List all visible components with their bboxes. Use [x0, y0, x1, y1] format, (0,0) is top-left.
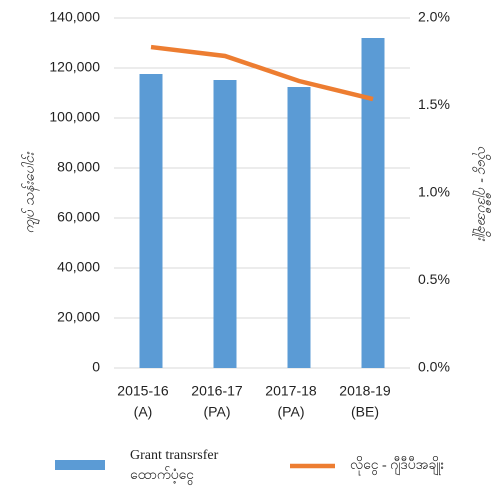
y2-tick-label: 0.5%: [418, 271, 450, 287]
y2-tick-label: 1.0%: [418, 184, 450, 200]
legend-swatch: [55, 460, 105, 470]
y-tick-label: 60,000: [57, 209, 100, 225]
y-tick-label: 20,000: [57, 309, 100, 325]
x-tick-label: 2015-16: [117, 383, 169, 399]
y-tick-label: 40,000: [57, 259, 100, 275]
legend-label: Grant transrsfer: [130, 448, 219, 463]
y-tick-label: 120,000: [49, 59, 100, 75]
line: [150, 44, 374, 102]
y-tick-label: 80,000: [57, 159, 100, 175]
bar: [139, 74, 163, 368]
y-axis-title: ကျပ် သန်းပေါင်း: [21, 151, 41, 233]
x-tick-label: (BE): [351, 404, 379, 420]
x-tick-label: 2016-17: [191, 383, 243, 399]
y-tick-label: 100,000: [49, 109, 100, 125]
x-tick-label: 2017-18: [265, 383, 317, 399]
x-tick-label: (PA): [278, 404, 305, 420]
y-tick-label: 0: [92, 359, 100, 375]
x-tick-label: (A): [134, 404, 153, 420]
y2-tick-label: 0.0%: [418, 359, 450, 375]
y2-tick-label: 1.5%: [418, 96, 450, 112]
bar: [361, 38, 385, 368]
bar: [213, 80, 237, 368]
x-tick-label: (PA): [204, 404, 231, 420]
legend-label: လိုငွေ - ဂျီဒီပီအချိုး: [350, 457, 445, 475]
y-tick-label: 140,000: [49, 9, 100, 25]
y2-axis-title: လိုငွေ - ဂျီဒီပီအချိုး: [471, 146, 491, 242]
legend-label: ထောက်ပံ့ငွေ: [130, 467, 194, 485]
y2-tick-label: 2.0%: [418, 9, 450, 25]
x-tick-label: 2018-19: [339, 383, 391, 399]
bar: [287, 87, 311, 368]
